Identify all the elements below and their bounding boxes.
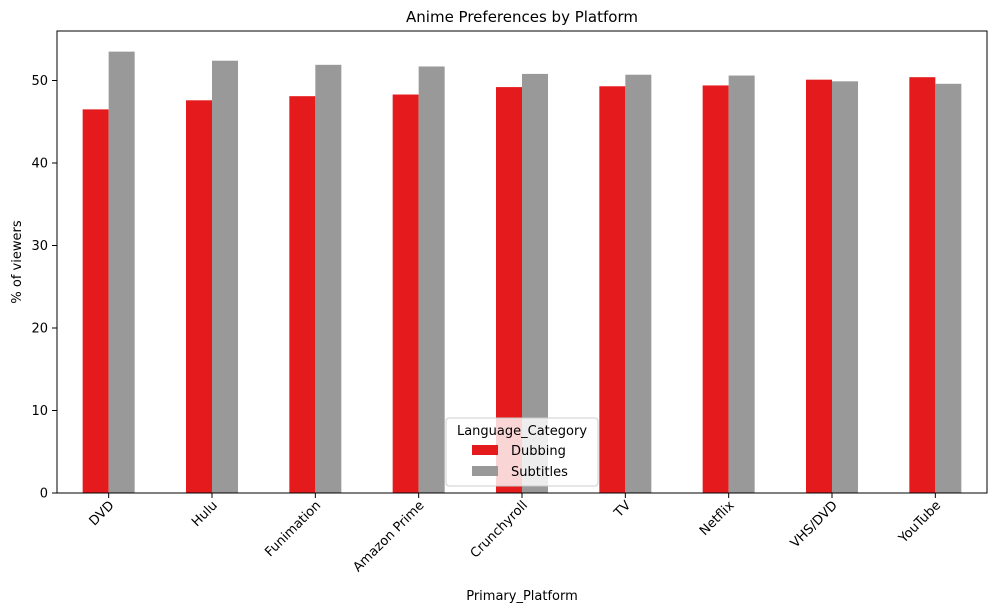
y-axis-label: % of viewers xyxy=(10,220,25,303)
bar-subtitles-funimation xyxy=(315,64,342,493)
x-tick-label-youtube: YouTube xyxy=(895,498,944,547)
x-tick-label-netflix: Netflix xyxy=(697,498,738,539)
chart-title: Anime Preferences by Platform xyxy=(406,8,638,26)
y-tick-label: 0 xyxy=(40,487,48,502)
bar-dubbing-hulu xyxy=(186,100,212,494)
bar-subtitles-netflix xyxy=(728,75,755,494)
x-tick-label-funimation: Funimation xyxy=(262,498,324,560)
bar-dubbing-youtube xyxy=(909,77,936,493)
legend-swatch-dubbing xyxy=(472,445,498,455)
x-tick-label-vhs-dvd: VHS/DVD xyxy=(788,498,841,551)
y-tick-label: 30 xyxy=(31,239,48,254)
bar-dubbing-amazon-prime xyxy=(392,94,419,494)
plot-frame xyxy=(56,30,988,494)
bar-dubbing-tv xyxy=(599,86,626,494)
legend-label-subtitles: Subtitles xyxy=(511,465,568,480)
x-axis-ticks: DVD Hulu Funimation Amazon Prime Crunchyroll… xyxy=(87,493,944,575)
bar-dubbing-funimation xyxy=(289,96,316,494)
y-tick-label: 10 xyxy=(31,404,48,419)
x-tick-label-tv: TV xyxy=(611,498,634,521)
legend: Language_Category Dubbing Subtitles xyxy=(445,417,599,487)
bar-subtitles-tv xyxy=(625,74,652,493)
x-tick-label-crunchyroll: Crunchyroll xyxy=(468,498,531,561)
bar-subtitles-amazon-prime xyxy=(418,66,445,493)
x-tick-label-dvd: DVD xyxy=(87,498,118,529)
bar-subtitles-hulu xyxy=(212,60,238,493)
y-tick-label: 40 xyxy=(31,157,48,172)
y-tick-label: 20 xyxy=(31,322,48,337)
legend-swatch-subtitles xyxy=(472,466,498,476)
bar-subtitles-dvd xyxy=(108,51,135,493)
legend-title: Language_Category xyxy=(457,424,587,439)
bar-series-group xyxy=(82,51,962,494)
x-axis-label: Primary_Platform xyxy=(466,589,578,604)
x-tick-label-amazon-prime: Amazon Prime xyxy=(350,498,427,575)
bar-dubbing-netflix xyxy=(702,85,729,493)
y-tick-label: 50 xyxy=(31,74,48,89)
x-tick-label-hulu: Hulu xyxy=(189,498,221,530)
bar-dubbing-vhs-dvd xyxy=(806,79,832,494)
bar-subtitles-youtube xyxy=(935,83,962,494)
bar-dubbing-dvd xyxy=(82,109,109,493)
y-axis-ticks: 0 10 20 30 40 50 xyxy=(31,74,57,502)
bar-subtitles-vhs-dvd xyxy=(832,81,858,493)
legend-label-dubbing: Dubbing xyxy=(511,444,566,459)
